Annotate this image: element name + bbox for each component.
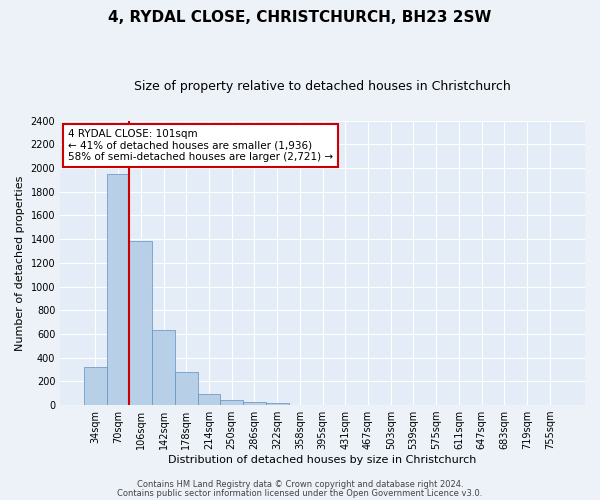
Bar bbox=[130, 242, 152, 405]
Text: Contains public sector information licensed under the Open Government Licence v3: Contains public sector information licen… bbox=[118, 488, 482, 498]
Bar bbox=[266, 402, 289, 405]
Text: Contains HM Land Registry data © Crown copyright and database right 2024.: Contains HM Land Registry data © Crown c… bbox=[137, 480, 463, 489]
Bar bbox=[84, 367, 107, 405]
Bar bbox=[152, 330, 175, 405]
Text: 4 RYDAL CLOSE: 101sqm
← 41% of detached houses are smaller (1,936)
58% of semi-d: 4 RYDAL CLOSE: 101sqm ← 41% of detached … bbox=[68, 129, 333, 162]
Bar bbox=[175, 372, 197, 405]
Text: 4, RYDAL CLOSE, CHRISTCHURCH, BH23 2SW: 4, RYDAL CLOSE, CHRISTCHURCH, BH23 2SW bbox=[109, 10, 491, 25]
Y-axis label: Number of detached properties: Number of detached properties bbox=[15, 175, 25, 350]
Bar bbox=[107, 174, 130, 405]
Title: Size of property relative to detached houses in Christchurch: Size of property relative to detached ho… bbox=[134, 80, 511, 93]
Bar bbox=[243, 402, 266, 405]
Bar bbox=[220, 400, 243, 405]
Bar bbox=[197, 394, 220, 405]
X-axis label: Distribution of detached houses by size in Christchurch: Distribution of detached houses by size … bbox=[169, 455, 477, 465]
